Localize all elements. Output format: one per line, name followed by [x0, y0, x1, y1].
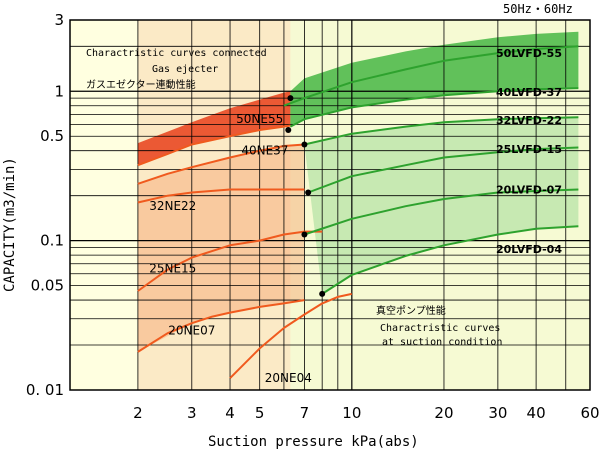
y-tick-0.01: 0. 01 [26, 381, 64, 399]
label-50LVFD-55: 50LVFD-55 [496, 47, 562, 60]
series-50LVFD-55 [283, 45, 579, 107]
vacuum-annotation-en: Charactristic curves [380, 323, 500, 334]
x-tick-40: 40 [527, 404, 546, 422]
label-20NE07: 20NE07 [168, 324, 215, 338]
x-tick-labels: 2 3 4 5 7 10 20 30 40 60 [133, 404, 599, 422]
junction-point-1 [285, 127, 292, 134]
junction-point-4 [301, 231, 308, 238]
label-32LVFD-22: 32LVFD-22 [496, 114, 562, 127]
x-tick-5: 5 [255, 404, 265, 422]
junction-point-3 [305, 189, 312, 196]
series-labels: 50NE55 40NE37 32NE22 25NE15 20NE07 20NE04 50LV… [149, 47, 562, 385]
x-tick-4: 4 [225, 404, 235, 422]
series-20LVFD-04 [321, 225, 579, 295]
x-tick-7: 7 [300, 404, 310, 422]
y-tick-0.5: 0.5 [40, 127, 64, 145]
junction-point-2 [301, 141, 308, 148]
plot-frame [69, 19, 591, 391]
series-50NE55 [137, 124, 291, 167]
series-lines [137, 45, 579, 379]
y-axis-title: CAPACITY(m3/min) [2, 157, 18, 292]
x-tick-20: 20 [434, 404, 453, 422]
y-tick-3: 3 [54, 11, 64, 29]
ejector-annotation-en: Charactristic curves connected [86, 48, 267, 59]
series-40LVFD-37 [289, 87, 579, 128]
plot-border [69, 19, 591, 391]
y-tick-0.05: 0.05 [31, 277, 64, 295]
label-32NE22: 32NE22 [149, 199, 196, 213]
y-tick-1: 1 [54, 82, 64, 100]
label-25LVFD-15: 25LVFD-15 [496, 143, 562, 156]
series-25LVFD-15 [307, 146, 579, 194]
y-tick-0.1: 0.1 [40, 232, 64, 250]
series-32LVFD-22 [304, 116, 579, 146]
label-20NE04: 20NE04 [265, 371, 312, 385]
label-40NE37: 40NE37 [241, 144, 288, 158]
label-50NE55: 50NE55 [236, 112, 283, 126]
label-25NE15: 25NE15 [149, 262, 196, 276]
x-tick-10: 10 [342, 404, 361, 422]
x-tick-3: 3 [187, 404, 197, 422]
x-tick-30: 30 [488, 404, 507, 422]
ejector-zone [137, 20, 291, 390]
series-20NE04 [229, 292, 353, 379]
frequency-label: 50Hz・60Hz [503, 2, 573, 16]
junction-point-0 [287, 95, 294, 102]
label-40LVFD-37: 40LVFD-37 [496, 86, 562, 99]
series-25NE15 [137, 230, 323, 292]
series-40NE37 [137, 143, 305, 185]
label-20LVFD-07: 20LVFD-07 [496, 183, 562, 196]
x-axis-title: Suction pressure kPa(abs) [208, 434, 419, 450]
ejector-annotation-jp: ガスエゼクター連動性能 [86, 78, 196, 91]
ejector-annotation-en2: Gas ejecter [152, 64, 218, 75]
vacuum-annotation-en2: at suction condition [382, 337, 502, 348]
vacuum-annotation-jp: 真空ポンプ性能 [376, 304, 446, 317]
pump-band-50LVFD-55 [290, 31, 579, 127]
ejector-band-50NE55 [137, 91, 291, 166]
junction-points [285, 95, 326, 297]
label-20LVFD-04: 20LVFD-04 [496, 243, 562, 256]
series-20NE07 [137, 299, 305, 353]
pump-light-fill [304, 117, 579, 294]
x-tick-60: 60 [580, 404, 599, 422]
series-32NE22 [137, 188, 305, 204]
series-20LVFD-07 [304, 188, 579, 236]
y-tick-labels: 3 1 0.5 0.1 0.05 0. 01 [26, 11, 64, 399]
junction-point-5 [319, 290, 326, 297]
x-tick-2: 2 [133, 404, 143, 422]
